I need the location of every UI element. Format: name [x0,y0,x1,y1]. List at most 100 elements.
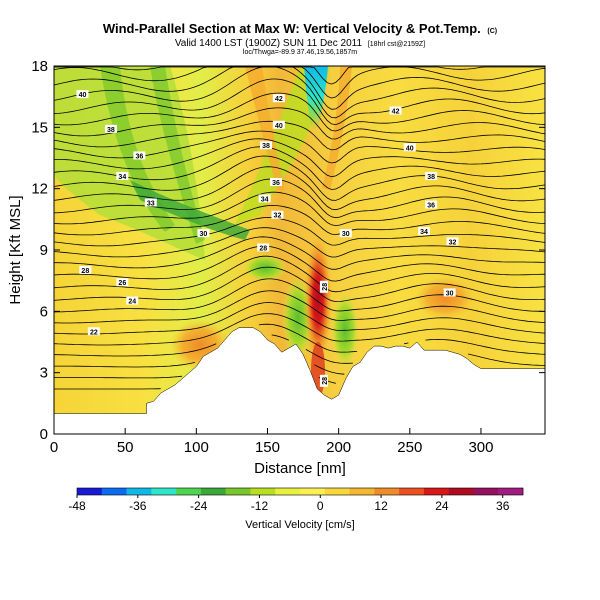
isentrope-line [54,290,545,324]
contour-label-text: 32 [449,239,457,246]
x-tick-label: 100 [184,439,209,456]
contour-label: 22 [87,327,100,336]
y-tick-label: 9 [40,242,48,259]
contour-label-bg [133,151,146,160]
contour-label-text: 30 [342,231,350,238]
contour-label-bg [443,288,456,297]
isentrope-line [54,120,545,151]
contour-label: 24 [126,296,139,306]
contour-label-text: 28 [322,283,329,291]
colorbar-tick-label: -24 [190,499,208,513]
isentrope-line [54,155,545,201]
x-tick-label: 300 [468,439,493,456]
contour-label: 36 [425,200,438,210]
contour-label-text: 24 [128,299,136,306]
colorbar-tick-label: -36 [129,499,147,513]
isentrope-line [54,364,345,379]
contour-label-bg [116,278,129,287]
contour-label-bg [271,210,284,219]
y-tick-label: 6 [40,303,48,320]
contour-label-bg [339,229,352,238]
colorbar-tick-label: 36 [496,499,510,513]
contour-label-bg [270,178,283,187]
contour-label-bg [319,374,328,387]
colorbar-tick-label: 0 [317,499,324,513]
contour-label-text: 34 [261,196,269,203]
green-trough-center [243,254,287,282]
colorbar-swatch [77,488,103,495]
colorbar: -48 -36 -24 -12 0 12 24 36 [68,487,524,513]
colorbar-tick-label: 12 [374,499,388,513]
contour-label: 33 [144,198,157,207]
contour-label-text: 40 [275,123,283,130]
contour-label-bg [257,243,270,252]
colorbar-swatch [225,488,251,495]
isentrope-line [54,227,545,258]
colorbar-swatch [101,488,127,495]
contour-label-text: 36 [135,153,143,160]
isentrope-line [54,216,545,247]
contour-label-bg [126,296,139,305]
contour-label-bg [446,237,459,246]
contour-label-bg [272,94,285,103]
colorbar-swatch [176,488,202,495]
contour-label-bg [197,229,210,238]
contour-label-text: 30 [446,290,454,297]
contour-label: 40 [76,90,89,99]
isentrope-line [54,302,545,335]
dark-green-band [130,180,250,240]
contour-label-bg [79,265,92,274]
contour-label: 34 [116,171,129,181]
isentrope-line [54,245,545,282]
contour-label: 34 [418,227,431,236]
isentrope-line [54,191,545,227]
contour-label-bg [104,124,117,133]
contour-label: 28 [319,374,329,387]
colorbar-swatch [498,488,524,495]
contour-label: 36 [133,151,146,160]
isentrope-line [54,78,545,126]
isentrope-line [54,146,545,190]
chart-subtitle: Valid 1400 LST (1900Z) SUN 11 Dec 2011 [… [175,38,425,49]
x-tick-label: 50 [117,439,134,456]
orange-slivers [245,66,352,192]
contour-label-text: 34 [118,174,126,181]
isentrope-line [54,278,545,313]
contour-label: 30 [197,229,210,238]
x-axis: 0 50 100 150 200 250 300 [50,428,493,456]
contour-label-text: 40 [406,145,414,152]
contour-label-bg [272,120,285,129]
y-tick-label: 3 [40,365,48,382]
potential-temperature-contours [54,66,545,390]
contour-label: 28 [319,280,329,293]
contour-label-bg [87,327,100,336]
contour-label: 42 [272,94,285,103]
contour-label: 28 [79,265,92,275]
colorbar-swatch [300,488,326,495]
contour-label-text: 40 [79,92,87,99]
y-tick-label: 0 [40,426,48,443]
y-tick-label: 18 [31,58,48,75]
contour-label: 40 [272,120,285,130]
contour-label-text: 36 [427,203,435,210]
x-tick-label: 250 [397,439,422,456]
contour-label-bg [260,141,273,150]
contour-label: 38 [104,124,117,134]
terrain-mask [54,327,545,434]
colorbar-frame [76,487,524,496]
contour-label-bg [76,90,89,99]
contour-label-bg [425,171,438,180]
colorbar-label: Vertical Velocity [cm/s] [245,519,354,531]
green-streaks [100,66,205,244]
isentrope-line [54,236,545,270]
colorbar-swatch [324,488,350,495]
y-tick-label: 12 [31,181,48,198]
location-line: loc/Thwga=-89.9 37.46,19.56,1857m [243,49,357,56]
contour-label-bg [389,106,402,115]
contour-label-bg [116,171,129,180]
contour-label: 32 [271,210,284,220]
contour-label-text: 32 [274,213,282,220]
colorbar-swatch [473,488,499,495]
contour-label-text: 30 [200,231,208,238]
